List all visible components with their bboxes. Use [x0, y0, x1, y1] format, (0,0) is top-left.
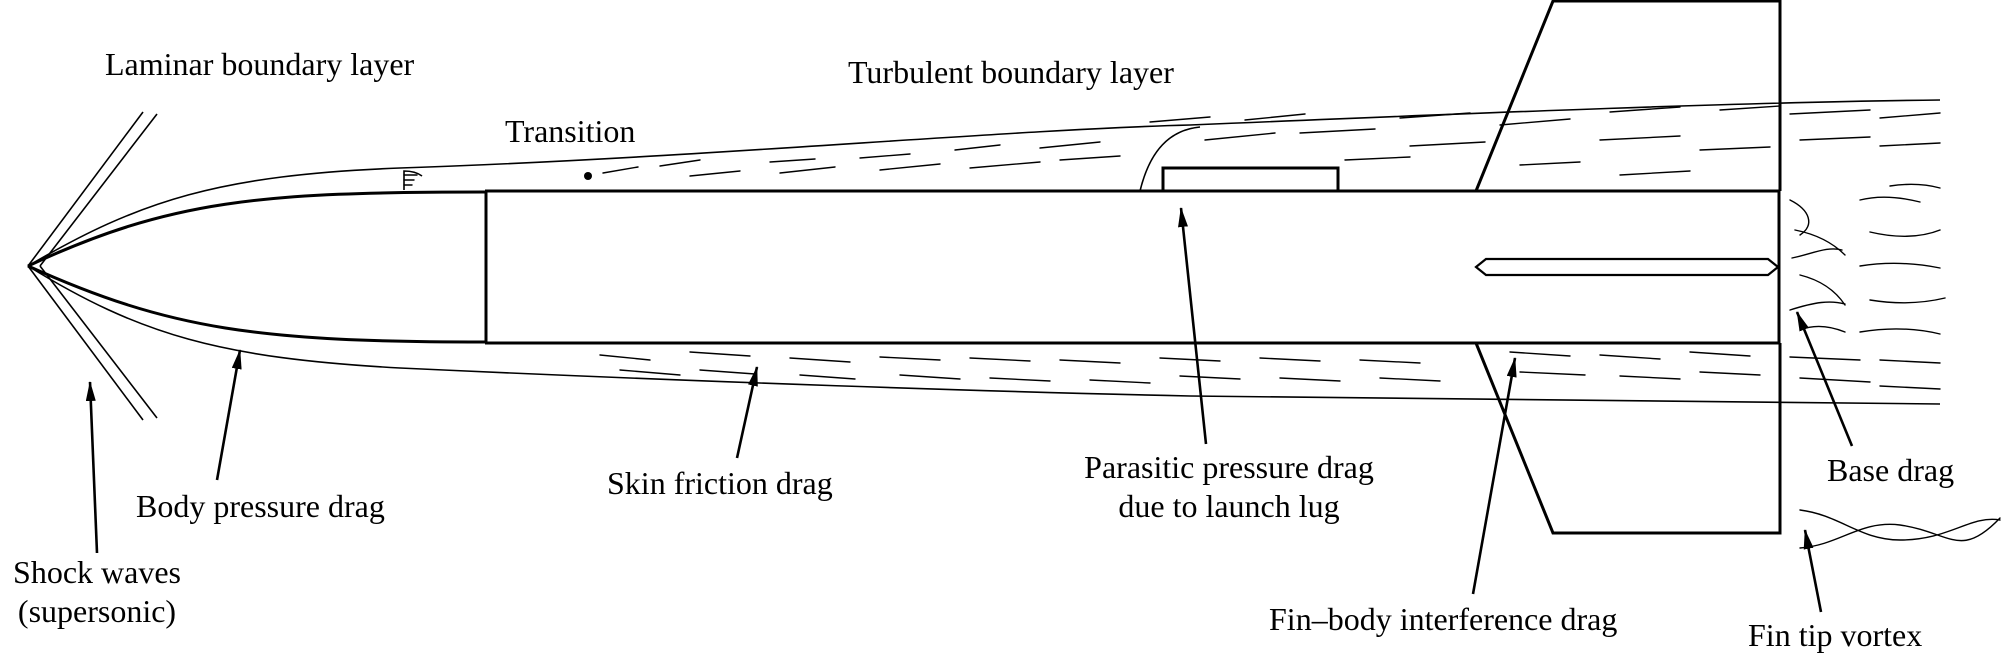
- label-fin-body: Fin–body interference drag: [1269, 601, 1617, 637]
- label-skin-friction: Skin friction drag: [607, 465, 833, 501]
- fin-tip-vortex: [1799, 509, 2001, 549]
- turbulent-streaks-bottom: [599, 351, 1941, 390]
- top-fin: [1474, 0, 1782, 192]
- label-laminar: Laminar boundary layer: [105, 46, 415, 82]
- label-shock-line1: Shock waves: [13, 554, 181, 590]
- transition-point: [584, 172, 592, 180]
- velocity-profile: [403, 170, 423, 190]
- label-turbulent: Turbulent boundary layer: [848, 54, 1174, 90]
- arrow-fin-body: [1471, 357, 1517, 595]
- label-base-drag: Base drag: [1827, 452, 1954, 488]
- arrow-base-drag: [1795, 311, 1854, 447]
- labels: Laminar boundary layer Turbulent boundar…: [13, 46, 1954, 653]
- rocket-body: [27, 0, 1782, 535]
- arrow-parasitic: [1178, 207, 1208, 445]
- base-wake: [1789, 183, 1946, 335]
- launch-lug: [1161, 166, 1340, 191]
- label-shock-line2: (supersonic): [18, 593, 176, 629]
- arrow-body-pressure: [215, 349, 242, 481]
- callout-arrows: [85, 207, 1854, 613]
- arrow-skin-friction: [735, 366, 759, 459]
- bottom-fin: [1474, 342, 1782, 535]
- shock-waves: [27, 111, 158, 421]
- label-parasitic-line1: Parasitic pressure drag: [1084, 449, 1374, 485]
- side-fin: [1474, 257, 1780, 277]
- label-transition: Transition: [505, 113, 635, 149]
- label-parasitic-line2: due to launch lug: [1118, 488, 1339, 524]
- arrow-shock-waves: [85, 381, 99, 554]
- label-fin-tip: Fin tip vortex: [1748, 617, 1922, 653]
- label-body-pressure: Body pressure drag: [136, 488, 385, 524]
- turbulent-streaks-top: [602, 105, 1941, 177]
- arrow-fin-tip: [1803, 529, 1823, 613]
